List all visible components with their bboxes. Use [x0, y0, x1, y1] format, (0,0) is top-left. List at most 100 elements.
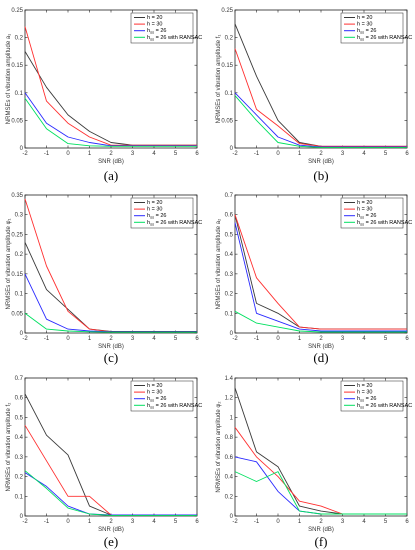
y-axis-title: NRMSEs of vibration amplitude φ₂: [216, 401, 222, 493]
plot-frame: [234, 194, 408, 334]
y-tick-label: 0.35: [11, 193, 23, 199]
legend-label-1: h = 20: [357, 383, 372, 389]
panel-label: (e): [104, 534, 118, 549]
y-tick-label: 0: [230, 514, 234, 520]
legend-label-3: hss = 26: [147, 213, 166, 220]
x-axis-title: SNR (dB): [98, 527, 124, 533]
x-tick-label: -1: [44, 151, 50, 157]
y-axis-title: NRMSEs of vibration amplitude f₁: [216, 35, 222, 124]
panel-label: (a): [104, 168, 118, 183]
x-axis-title: SNR (dB): [308, 159, 334, 165]
chart-panel-2: -2 -1 0 1 2 3 4 5 6 0 0.05 0.1 0.15 0.2 0.25 SNR (dB) NR…: [216, 8, 412, 183]
x-tick-label: 1: [88, 151, 92, 157]
x-tick-label: 5: [384, 519, 388, 525]
y-tick-label: 0.05: [11, 311, 23, 317]
y-tick-label: 0.2: [15, 36, 24, 42]
x-tick-label: 1: [88, 519, 92, 525]
series-line-3: [234, 222, 407, 332]
x-tick-label: 5: [384, 151, 388, 157]
y-tick-label: 0.1: [15, 494, 24, 500]
series-line-4: [234, 471, 407, 515]
series-line-4: [234, 310, 407, 333]
x-tick-label: 3: [341, 151, 345, 157]
x-tick-label: 2: [319, 336, 323, 342]
legend-label-4: hss = 26 with RANSAC: [147, 403, 202, 410]
legend-label-3: hss = 26: [147, 396, 166, 403]
x-tick-label: -1: [254, 519, 260, 525]
x-tick-label: 4: [362, 336, 366, 342]
x-tick-label: 3: [341, 519, 345, 525]
x-tick-label: -2: [232, 336, 238, 342]
y-tick-label: 0.5: [15, 415, 24, 421]
x-axis-title: SNR (dB): [98, 344, 124, 350]
y-axis-title: NRMSEs of vibration amplitude a₁: [6, 34, 12, 124]
x-axis-title: SNR (dB): [308, 344, 334, 350]
legend-label-2: h = 30: [357, 390, 372, 396]
x-tick-label: 2: [109, 336, 113, 342]
series-line-2: [234, 214, 407, 330]
chart-panel-6: -2 -1 0 1 2 3 4 5 6 0 0.2 0.4 0.6 0.8 1 1.2 1.4 SNR (dB) N…: [216, 376, 412, 549]
x-tick-label: 3: [131, 151, 135, 157]
x-tick-label: 5: [174, 336, 178, 342]
x-tick-label: 2: [319, 519, 323, 525]
series-line-4: [24, 98, 197, 147]
y-axis-title: NRMSEs of vibration amplitude φ₁: [6, 219, 12, 310]
y-tick-label: 0.7: [15, 376, 24, 382]
x-tick-label: 4: [362, 519, 366, 525]
y-tick-label: 0.05: [221, 118, 233, 124]
x-tick-label: 0: [66, 519, 70, 525]
y-tick-label: 0.1: [225, 91, 234, 97]
x-tick-label: 6: [405, 519, 409, 525]
x-tick-label: 5: [174, 519, 178, 525]
y-tick-label: 0.15: [11, 63, 23, 69]
x-tick-label: 0: [66, 151, 70, 157]
y-tick-label: 0: [20, 331, 24, 337]
x-tick-label: 4: [152, 151, 156, 157]
series-line-3: [24, 92, 197, 147]
y-tick-label: 0.25: [221, 8, 233, 14]
series-line-4: [24, 470, 197, 516]
legend-label-1: h = 20: [147, 15, 162, 21]
x-axis-title: SNR (dB): [308, 527, 334, 533]
y-tick-label: 0: [20, 514, 24, 520]
x-tick-label: 2: [319, 151, 323, 157]
legend-label-2: h = 30: [357, 22, 372, 28]
y-tick-label: 0: [230, 146, 234, 152]
x-tick-label: 3: [131, 336, 135, 342]
y-tick-label: 0.2: [15, 475, 24, 481]
y-tick-label: 0.25: [11, 232, 23, 238]
x-tick-label: 3: [131, 519, 135, 525]
x-tick-label: -1: [254, 151, 260, 157]
x-tick-label: 0: [66, 336, 70, 342]
y-tick-label: 0.6: [225, 455, 234, 461]
legend-label-3: hss = 26: [357, 28, 376, 35]
y-tick-label: 0.25: [11, 8, 23, 14]
legend-label-3: hss = 26: [357, 213, 376, 220]
y-tick-label: 0.3: [225, 272, 234, 278]
legend-label-1: h = 20: [357, 15, 372, 21]
x-tick-label: 3: [341, 336, 345, 342]
y-tick-label: 1: [230, 415, 234, 421]
series-line-4: [24, 312, 197, 333]
y-tick-label: 0.1: [15, 292, 24, 298]
x-tick-label: -2: [232, 151, 238, 157]
y-tick-label: 0.6: [15, 396, 24, 402]
y-tick-label: 0.2: [225, 36, 234, 42]
chart-panel-3: -2 -1 0 1 2 3 4 5 6 0 0.05 0.1 0.15 0.2 0.25 0.3 0.35 SNR…: [6, 193, 202, 365]
legend-label-3: hss = 26: [357, 396, 376, 403]
y-tick-label: 0.3: [15, 455, 24, 461]
y-tick-label: 0.5: [225, 232, 234, 238]
panel-label: (d): [313, 350, 328, 365]
x-tick-label: -1: [44, 519, 50, 525]
legend-label-2: h = 30: [357, 207, 372, 213]
panel-label: (b): [313, 168, 328, 183]
x-tick-label: -1: [254, 336, 260, 342]
y-tick-label: 1.2: [225, 396, 234, 402]
y-tick-label: 0.3: [15, 213, 24, 219]
chart-panel-5: -2 -1 0 1 2 3 4 5 6 0 0.1 0.2 0.3 0.4 0.5 0.6 0.7 SNR (dB…: [6, 376, 202, 549]
